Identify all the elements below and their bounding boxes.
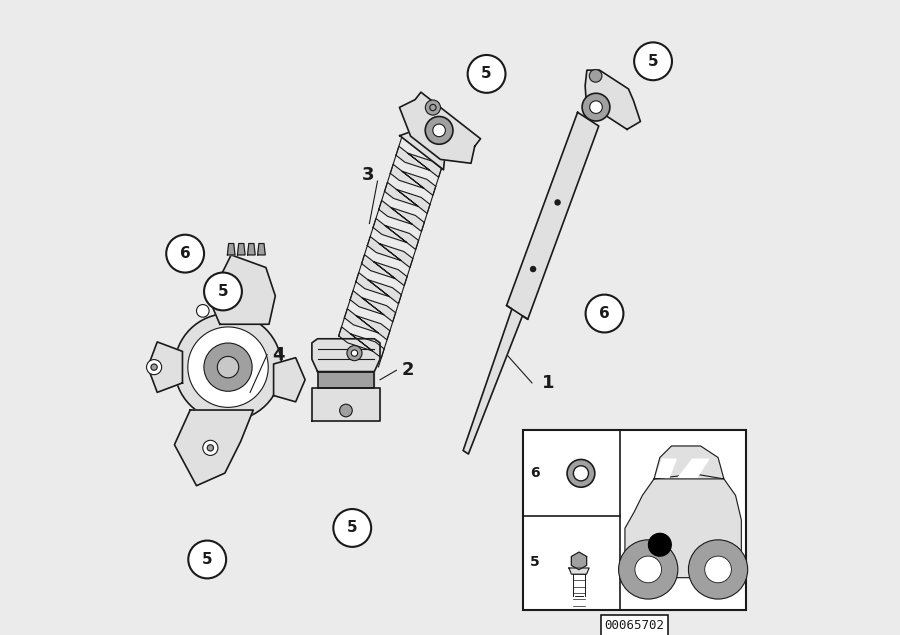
Circle shape (217, 356, 239, 378)
Polygon shape (464, 112, 598, 454)
Text: 1: 1 (542, 374, 554, 392)
Polygon shape (379, 201, 424, 232)
Polygon shape (400, 92, 481, 163)
Text: 5: 5 (530, 554, 540, 568)
Polygon shape (318, 371, 374, 388)
Polygon shape (320, 378, 340, 399)
Polygon shape (656, 459, 676, 478)
Text: 3: 3 (362, 166, 374, 184)
Circle shape (618, 540, 678, 599)
Polygon shape (238, 244, 245, 255)
Circle shape (188, 327, 268, 407)
Circle shape (426, 100, 440, 115)
Polygon shape (654, 446, 724, 479)
Polygon shape (679, 459, 709, 478)
Circle shape (433, 124, 446, 137)
Circle shape (204, 343, 252, 391)
Circle shape (649, 533, 671, 556)
Circle shape (166, 235, 204, 272)
Text: 5: 5 (346, 521, 357, 535)
Polygon shape (228, 244, 235, 255)
Circle shape (175, 314, 282, 421)
Circle shape (339, 404, 352, 417)
Polygon shape (350, 291, 396, 322)
Polygon shape (356, 272, 401, 304)
Polygon shape (338, 327, 384, 358)
Circle shape (147, 359, 162, 375)
Text: 6: 6 (180, 246, 191, 261)
Text: 5: 5 (218, 284, 229, 299)
Circle shape (151, 364, 158, 370)
Circle shape (555, 200, 560, 205)
Text: 6: 6 (599, 306, 610, 321)
Circle shape (590, 70, 602, 82)
Polygon shape (248, 244, 255, 255)
Circle shape (202, 440, 218, 455)
Text: 5: 5 (482, 67, 492, 81)
Circle shape (318, 391, 329, 402)
Circle shape (196, 305, 209, 317)
Polygon shape (312, 338, 380, 371)
Circle shape (333, 509, 371, 547)
Polygon shape (324, 342, 371, 391)
Circle shape (573, 465, 589, 481)
Circle shape (634, 43, 672, 80)
Polygon shape (362, 255, 407, 286)
Polygon shape (391, 164, 436, 196)
Polygon shape (374, 218, 419, 250)
Circle shape (586, 295, 624, 333)
Polygon shape (367, 236, 413, 267)
Text: 5: 5 (202, 552, 212, 567)
Polygon shape (175, 410, 253, 486)
Text: 6: 6 (530, 466, 540, 480)
Bar (523, 430, 746, 610)
Circle shape (705, 556, 732, 583)
Circle shape (582, 93, 610, 121)
Polygon shape (396, 146, 442, 177)
Circle shape (351, 350, 357, 356)
Text: 2: 2 (401, 361, 414, 379)
Polygon shape (569, 568, 590, 574)
Circle shape (204, 272, 242, 311)
Polygon shape (572, 552, 587, 570)
Polygon shape (274, 358, 305, 402)
Circle shape (346, 345, 362, 361)
Circle shape (531, 267, 536, 272)
Polygon shape (148, 342, 183, 392)
Circle shape (567, 460, 595, 487)
Polygon shape (209, 255, 275, 324)
Polygon shape (585, 70, 641, 130)
Polygon shape (400, 127, 446, 170)
Polygon shape (625, 474, 742, 578)
Circle shape (425, 116, 453, 144)
Polygon shape (345, 309, 390, 340)
Circle shape (590, 101, 602, 114)
Circle shape (430, 104, 436, 110)
Circle shape (634, 556, 662, 583)
Text: 5: 5 (648, 54, 659, 69)
Polygon shape (257, 244, 266, 255)
Polygon shape (312, 388, 380, 421)
Text: 00065702: 00065702 (605, 619, 664, 632)
Circle shape (688, 540, 748, 599)
Polygon shape (384, 182, 430, 213)
Circle shape (188, 540, 226, 578)
Circle shape (468, 55, 506, 93)
Text: 4: 4 (272, 345, 284, 363)
Circle shape (207, 444, 213, 451)
